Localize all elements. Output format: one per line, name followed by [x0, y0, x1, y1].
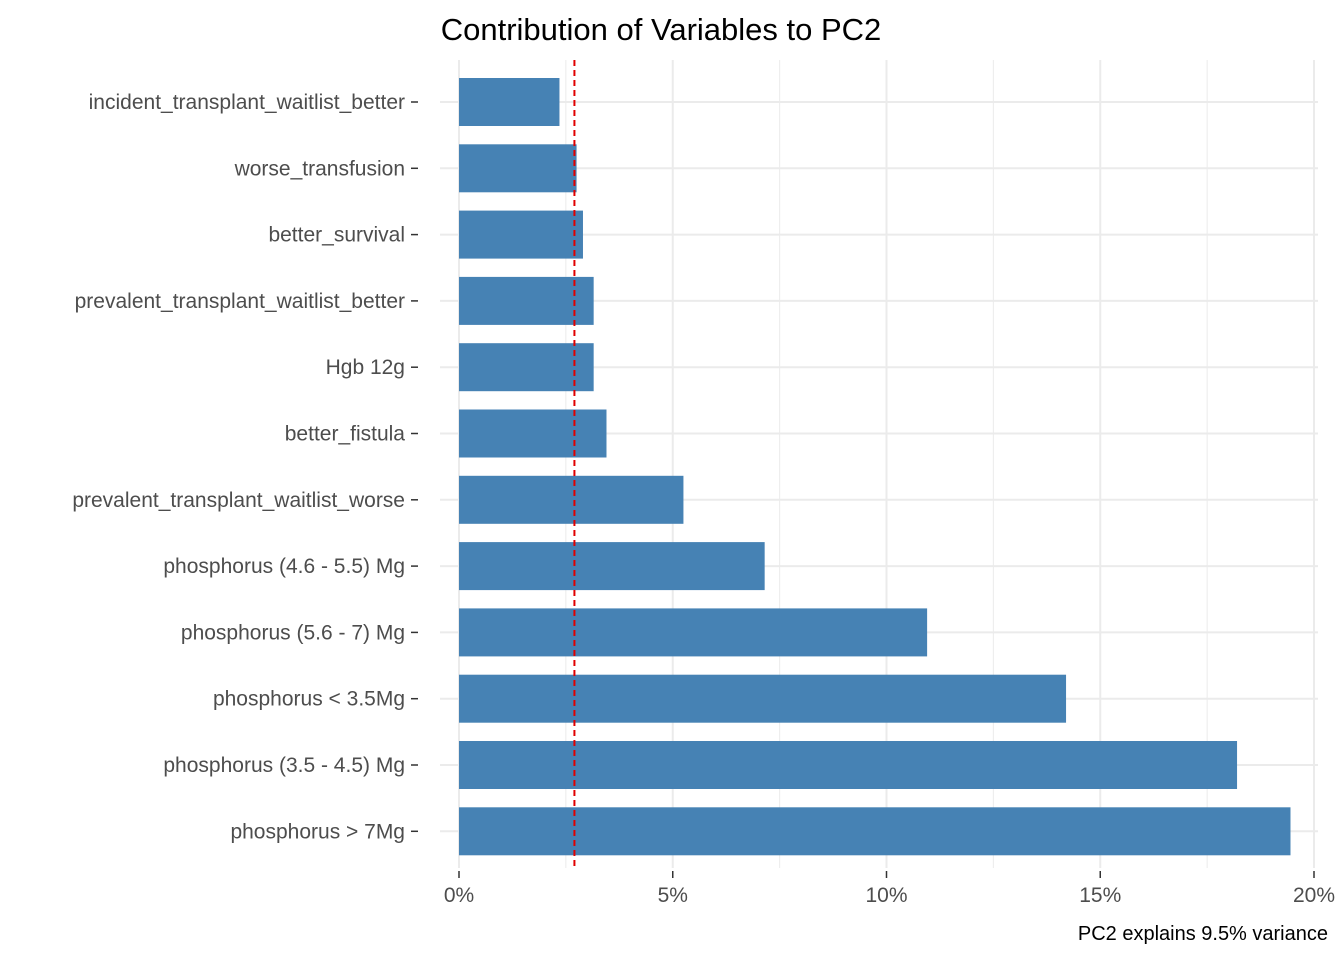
bar: [459, 741, 1238, 789]
y-tick-label: prevalent_transplant_waitlist_worse: [72, 489, 405, 512]
y-tick-label: better_survival: [268, 224, 405, 247]
y-tick-label: incident_transplant_waitlist_better: [89, 91, 405, 114]
chart-caption: PC2 explains 9.5% variance: [1078, 923, 1328, 945]
y-tick-label: phosphorus > 7Mg: [230, 820, 405, 843]
y-tick-label: better_fistula: [285, 423, 406, 446]
y-tick-label: phosphorus (4.6 - 5.5) Mg: [163, 555, 405, 578]
bar: [459, 608, 928, 657]
bar: [459, 475, 684, 524]
bar: [459, 807, 1291, 856]
bars-layer: [459, 78, 1291, 856]
chart-title: Contribution of Variables to PC2: [441, 12, 882, 47]
x-axis: 0% 5% 10% 15% 20%: [444, 871, 1335, 907]
bar: [459, 78, 560, 126]
bar: [459, 343, 594, 392]
y-axis: incident_transplant_waitlist_betterworse…: [72, 91, 418, 843]
bar: [459, 276, 594, 325]
y-tick-label: phosphorus (3.5 - 4.5) Mg: [163, 754, 405, 777]
x-tick-label: 10%: [865, 884, 907, 907]
bar: [459, 542, 765, 591]
y-tick-label: phosphorus < 3.5Mg: [213, 688, 405, 711]
bar: [459, 674, 1067, 723]
x-tick-label: 15%: [1079, 884, 1121, 907]
bar: [459, 210, 583, 259]
x-tick-label: 20%: [1293, 884, 1335, 907]
x-tick-label: 5%: [658, 884, 688, 907]
bar: [459, 409, 607, 458]
y-tick-label: prevalent_transplant_waitlist_better: [75, 290, 405, 313]
y-tick-label: phosphorus (5.6 - 7) Mg: [181, 621, 405, 644]
y-tick-label: Hgb 12g: [326, 356, 405, 379]
bar: [459, 144, 577, 193]
y-tick-label: worse_transfusion: [234, 157, 405, 180]
x-tick-label: 0%: [444, 884, 474, 907]
